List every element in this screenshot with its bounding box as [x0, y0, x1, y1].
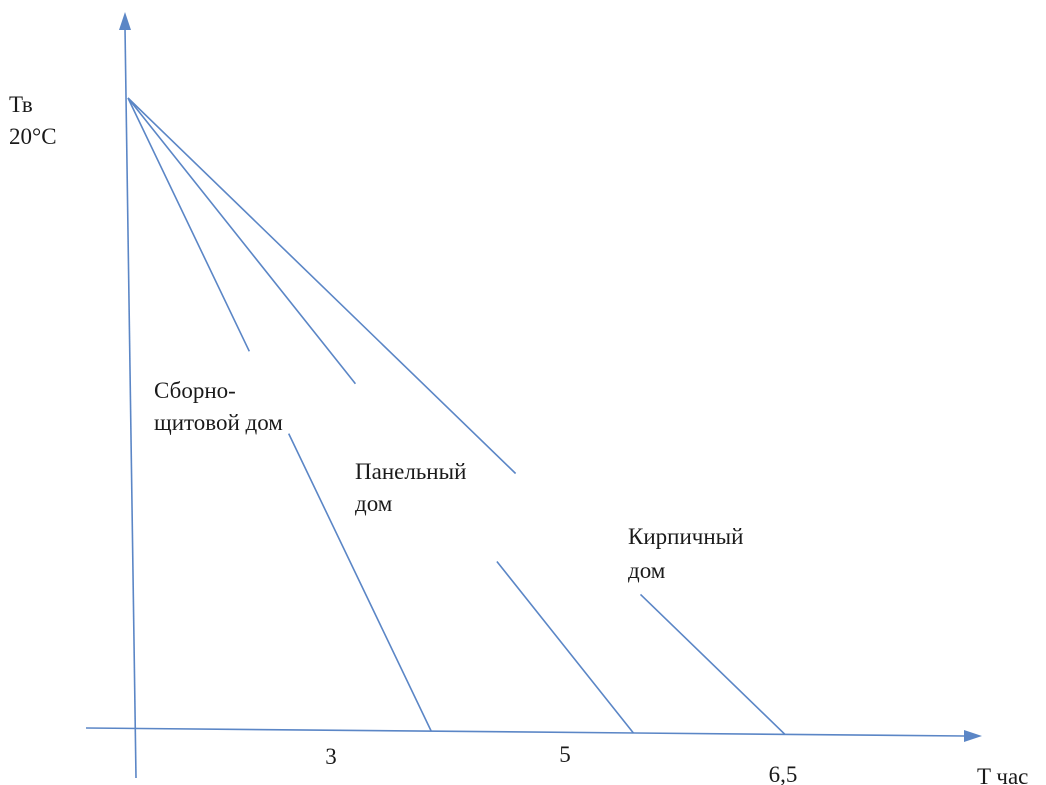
series-label-brick-line-1: Кирпичный — [628, 524, 743, 549]
x-axis-arrow — [964, 730, 982, 742]
x-tick-label-3: 3 — [325, 744, 337, 769]
y-axis-arrow — [119, 12, 131, 30]
series-label-panel-house: Панельный дом — [355, 459, 472, 516]
series-line-panel-shield-house — [127, 97, 432, 732]
series-label-panel-line-1: Панельный — [355, 459, 466, 484]
x-axis-label: T час — [977, 764, 1028, 785]
x-tick-label-6-5: 6,5 — [769, 762, 798, 785]
x-axis-line — [85, 727, 966, 737]
series-label-panel-line-2: дом — [355, 491, 393, 516]
series-line-panel-house — [127, 97, 635, 734]
series-line-brick-house — [127, 97, 786, 735]
series-label-brick-house: Кирпичный дом — [628, 524, 749, 583]
y-axis-line — [124, 27, 137, 779]
series-label-panel-shield-line-2: щитовой дом — [154, 410, 283, 435]
series-label-panel-shield-line-1: Сборно- — [154, 378, 236, 403]
y-axis-label: Тв — [9, 92, 33, 117]
y-value-label: 20°C — [9, 124, 57, 149]
series-label-panel-shield-house: Сборно- щитовой дом — [154, 378, 283, 435]
x-tick-label-5: 5 — [559, 742, 571, 767]
series-label-brick-line-2: дом — [628, 558, 666, 583]
series-lines — [127, 97, 786, 735]
